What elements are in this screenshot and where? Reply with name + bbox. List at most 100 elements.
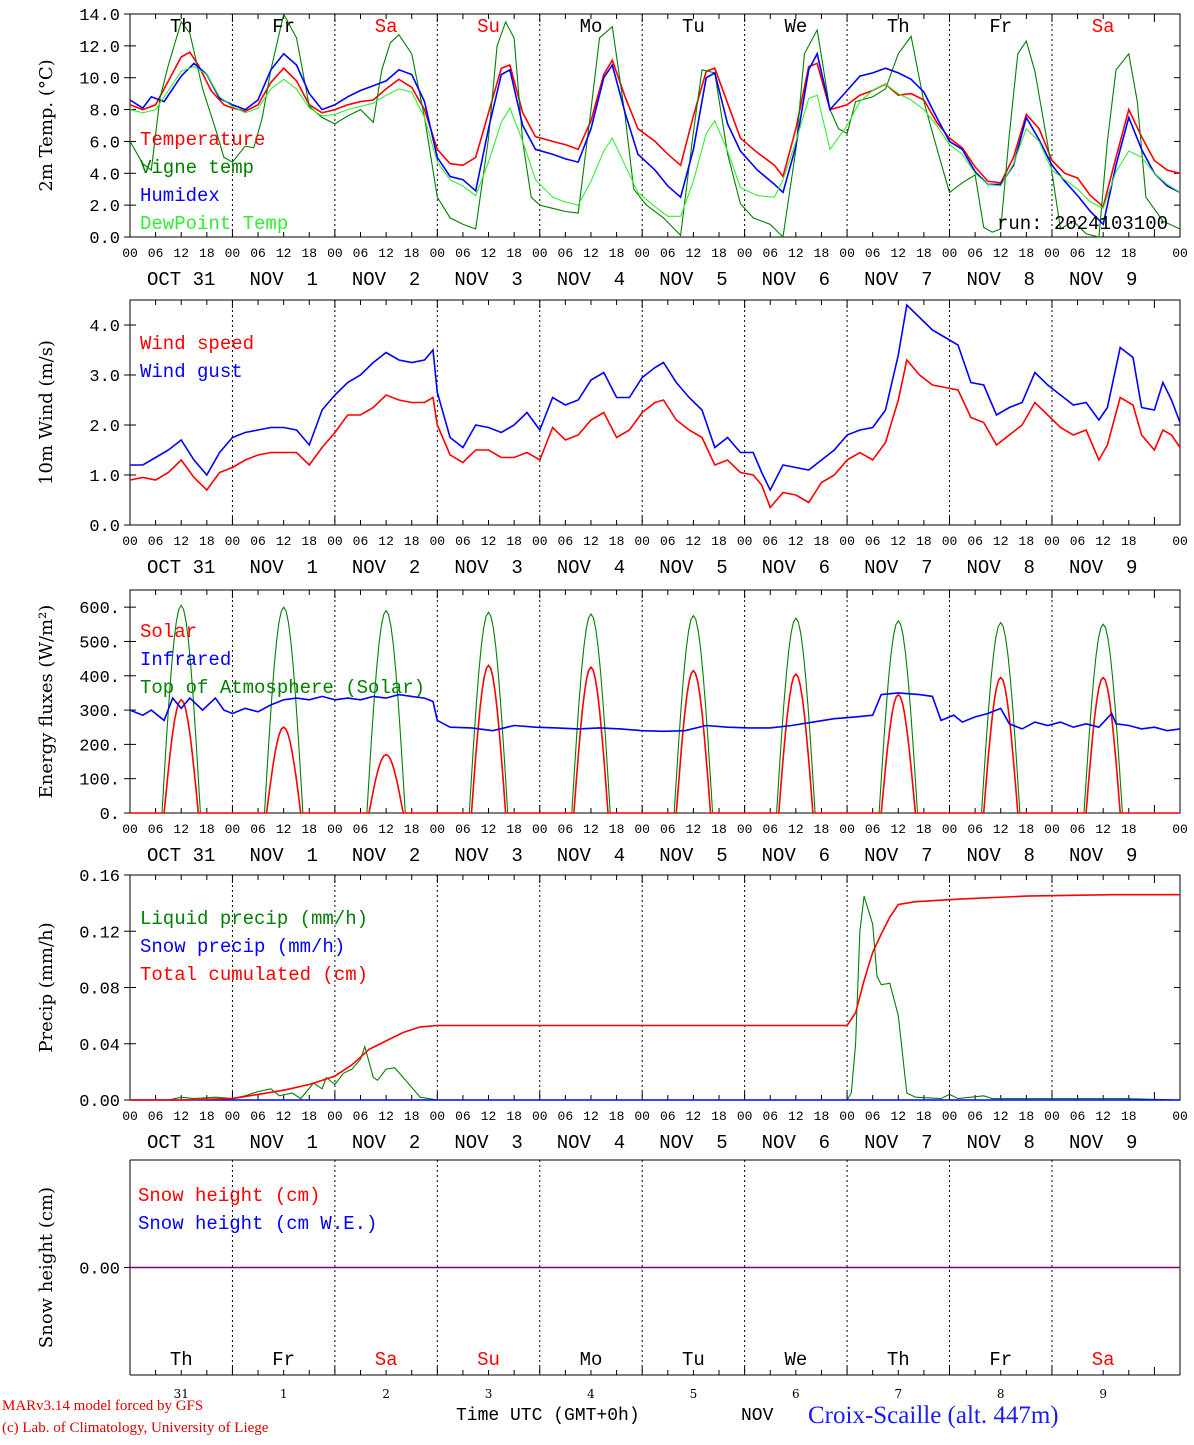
panel-4-hour-label: 18: [814, 1109, 830, 1124]
panel-4-series-1-line: [130, 895, 1181, 1101]
bottom-weekday-label: Mo: [580, 1349, 603, 1371]
panel-2-hour-label: 06: [558, 534, 574, 549]
top-weekday-label: Sa: [1092, 16, 1115, 38]
panel-3-hour-label: 12: [481, 822, 497, 837]
panel-2-series-1-line: [129, 358, 1181, 510]
panel-1-hour-label: 18: [199, 246, 215, 261]
panel-1-date-label: NOV 5: [659, 269, 727, 291]
panel-4-legend-2: Snow precip (mm/h): [140, 936, 345, 958]
panel-1-hour-label: 18: [814, 246, 830, 261]
panel-4-hour-label: 06: [1070, 1109, 1086, 1124]
panel-1-hour-label: 12: [583, 246, 599, 261]
panel-2-legend-1: Wind speed: [140, 333, 254, 355]
panel-1-hour-label: 06: [353, 246, 369, 261]
panel-3-ytick-label: 500.: [79, 634, 120, 653]
panel-2-hour-label: 00: [122, 534, 138, 549]
panel-1-hour-label: 06: [967, 246, 983, 261]
panel-1-date-label: NOV 2: [352, 269, 420, 291]
panel-1-ytick-label: 4.0: [89, 166, 120, 185]
panel-2-hour-label: 18: [199, 534, 215, 549]
panel-3-hour-label: 12: [1095, 822, 1111, 837]
panel-3-hour-label: 06: [558, 822, 574, 837]
panel-1-hour-label: 00: [430, 246, 446, 261]
day-number-label: 5: [690, 1387, 698, 1401]
panel-4-hour-label: 18: [301, 1109, 317, 1124]
panel-1-hour-label: 12: [788, 246, 804, 261]
panel-1-ytick-label: 10.0: [79, 71, 120, 90]
infrared-line: [129, 692, 1181, 733]
panel-4-ytick-label: 0.12: [79, 924, 120, 943]
panel-1-hour-label: 00: [634, 246, 650, 261]
panel-1-hour-label: 06: [455, 246, 471, 261]
panel-3-hour-label: 06: [148, 822, 164, 837]
panel-3-date-label: OCT 31: [147, 845, 215, 867]
panel-3-hour-label: 12: [686, 822, 702, 837]
panel-4-date-label: NOV 1: [249, 1132, 317, 1154]
panel-4-hour-label: 06: [762, 1109, 778, 1124]
panel-3-date-label: NOV 6: [762, 845, 830, 867]
day-number-label: 2: [382, 1387, 390, 1401]
panel-2-hour-label: 00: [942, 534, 958, 549]
panel-2-date-label: NOV 6: [762, 557, 830, 579]
panel-2-hour-label: 12: [378, 534, 394, 549]
day-number-label: 3: [485, 1387, 493, 1401]
panel-3-ytick-label: 200.: [79, 737, 120, 756]
panel-3-ytick-label: 400.: [79, 669, 120, 688]
panel-4-hour-label: 18: [404, 1109, 420, 1124]
day-number-label: 9: [1099, 1387, 1107, 1401]
panel-3-hour-label: 12: [583, 822, 599, 837]
panel-1-ylabel: 2m Temp. (°C): [36, 59, 57, 191]
panel-4-ylabel: Precip (mm/h): [36, 922, 57, 1052]
panel-4-hour-label: 18: [609, 1109, 625, 1124]
panel-1-hour-label: 18: [609, 246, 625, 261]
panel-3-hour-label: 06: [353, 822, 369, 837]
time-axis-label: Time UTC (GMT+0h): [456, 1406, 640, 1426]
panel-1-hour-label: 18: [1019, 246, 1035, 261]
panel-3-date-label: NOV 9: [1069, 845, 1137, 867]
panel-1-ytick-label: 12.0: [79, 39, 120, 58]
panel-1-hour-label: 12: [890, 246, 906, 261]
panel-3-hour-label: 12: [788, 822, 804, 837]
panel-5-legend-2: Snow height (cm W.E.): [138, 1213, 377, 1235]
panel-4-hour-label: 06: [148, 1109, 164, 1124]
panel-3-hour-label: 06: [250, 822, 266, 837]
panel-4-hour-label: 12: [378, 1109, 394, 1124]
panel-4-hour-label: 06: [250, 1109, 266, 1124]
panel-4-hour-label: 12: [481, 1109, 497, 1124]
day-number-label: 6: [792, 1387, 800, 1401]
bottom-weekday-label: Fr: [989, 1349, 1012, 1371]
panel-1-legend-4: DewPoint Temp: [140, 213, 288, 235]
panel-1-hour-label: 06: [148, 246, 164, 261]
panel-4-date-label: NOV 4: [557, 1132, 625, 1154]
panel-1-ytick-label: 0.0: [89, 230, 120, 249]
panel-3-ytick-label: 300.: [79, 703, 120, 722]
panel-2-hour-label: 06: [967, 534, 983, 549]
panel-3-hour-label: 18: [609, 822, 625, 837]
day-number-label: 1: [280, 1387, 288, 1401]
panel-4-hour-label: 00: [225, 1109, 241, 1124]
panel-3-hour-label: 18: [404, 822, 420, 837]
panel-3-frame: [129, 589, 1181, 814]
panel-2-hour-label: 18: [711, 534, 727, 549]
panel-4-hour-label: 00: [737, 1109, 753, 1124]
panel-1-ytick-label: 8.0: [89, 103, 120, 122]
panel-1-hour-label: 00: [225, 246, 241, 261]
panel-4-ytick-label: 0.00: [79, 1093, 120, 1112]
panel-3-ytick-label: 100.: [79, 772, 120, 791]
day-number-label: 4: [587, 1387, 595, 1401]
bottom-weekday-label: Su: [477, 1349, 500, 1371]
panel-4-date-label: NOV 2: [352, 1132, 420, 1154]
panel-3-date-label: NOV 7: [864, 845, 932, 867]
panel-4-hour-label: 06: [353, 1109, 369, 1124]
top-weekday-label: Su: [477, 16, 500, 38]
panel-3-hour-label: 00: [839, 822, 855, 837]
panel-4-hour-label: 06: [660, 1109, 676, 1124]
panel-3-hour-label: 06: [660, 822, 676, 837]
panel-4-hour-label: 00: [634, 1109, 650, 1124]
top-weekday-label: Sa: [375, 16, 398, 38]
panel-2-legend-2: Wind gust: [140, 361, 243, 383]
panel-4-hour-label: 06: [455, 1109, 471, 1124]
panel-3-ytick-label: 0.: [100, 806, 120, 825]
panel-3-hour-label: 00: [1172, 822, 1188, 837]
panel-4-hour-label: 12: [788, 1109, 804, 1124]
